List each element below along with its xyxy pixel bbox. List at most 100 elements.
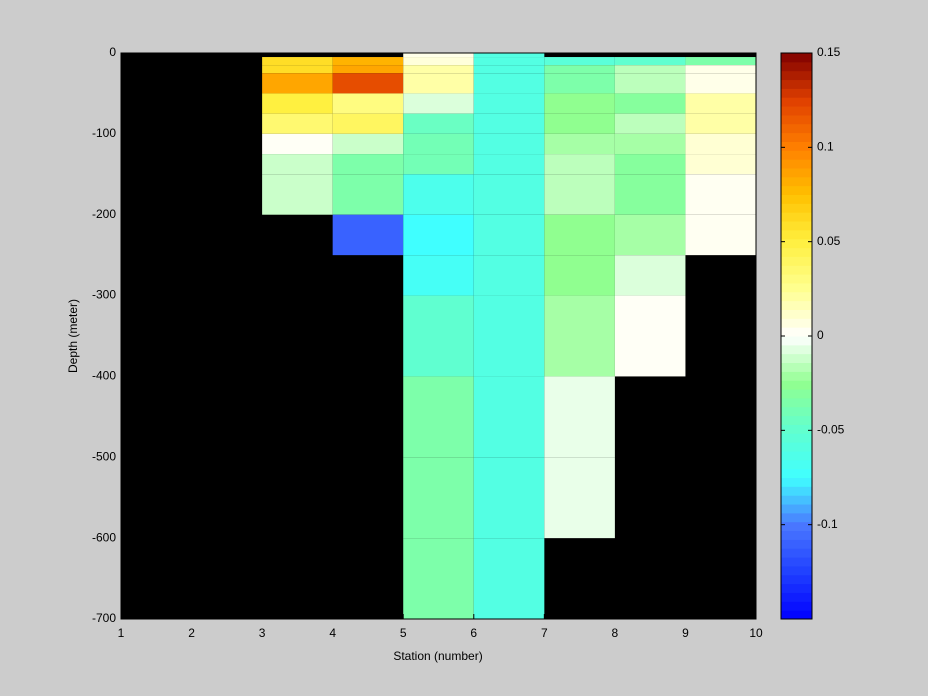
cell [473, 457, 545, 539]
colorbar-step [781, 221, 812, 231]
cell [473, 214, 545, 256]
colorbar-tick-label: -0.1 [817, 517, 838, 531]
x-tick-label: 1 [118, 626, 125, 640]
cell [544, 154, 615, 175]
cell [332, 65, 404, 74]
cell [473, 295, 545, 336]
colorbar-step [781, 371, 812, 381]
cell [332, 113, 404, 134]
cell [473, 73, 545, 94]
cell [544, 65, 615, 74]
colorbar-step [781, 309, 812, 319]
cell [473, 174, 545, 215]
cell [332, 174, 404, 215]
colorbar-step [781, 424, 812, 434]
cell [544, 93, 615, 114]
cell [614, 73, 686, 94]
cell [685, 133, 756, 155]
colorbar-step [781, 539, 812, 549]
cell [473, 133, 545, 155]
cell [614, 65, 686, 74]
cell [403, 154, 474, 175]
cell [614, 255, 686, 296]
colorbar-step [781, 380, 812, 390]
x-axis-label: Station (number) [393, 649, 482, 663]
cell [262, 154, 333, 175]
cell [473, 65, 545, 74]
colorbar-step [781, 53, 812, 63]
colorbar-step [781, 521, 812, 532]
colorbar-step [781, 495, 812, 505]
colorbar-step [781, 97, 812, 107]
colorbar-step [781, 592, 812, 602]
colorbar-step [781, 530, 812, 540]
y-tick-label: -600 [92, 530, 116, 544]
colorbar-step [781, 504, 812, 514]
colorbar-step [781, 212, 812, 222]
colorbar-step [781, 265, 812, 275]
colorbar-step [781, 106, 812, 116]
cell [332, 57, 404, 66]
colorbar-step [781, 300, 812, 310]
colorbar-step [781, 132, 812, 142]
cell [262, 73, 333, 94]
cell [403, 376, 474, 458]
colorbar-step [781, 291, 812, 302]
colorbar-step [781, 159, 812, 169]
colorbar-tick-label: 0.05 [817, 234, 841, 248]
colorbar-step [781, 468, 812, 478]
cell [614, 93, 686, 114]
cell [614, 133, 686, 155]
cell [544, 255, 615, 296]
x-tick-label: 5 [400, 626, 407, 640]
cell [544, 376, 615, 458]
colorbar-step [781, 185, 812, 195]
cell [544, 174, 615, 215]
x-tick-label: 10 [749, 626, 763, 640]
colorbar-step [781, 176, 812, 187]
cell [332, 93, 404, 114]
cell [614, 113, 686, 134]
colorbar-step [781, 79, 812, 89]
cell [403, 113, 474, 134]
colorbar-step [781, 114, 812, 125]
cell [262, 133, 333, 155]
colorbar-step [781, 557, 812, 567]
cell [544, 113, 615, 134]
y-tick-label: -700 [92, 611, 116, 625]
x-tick-label: 6 [470, 626, 477, 640]
colorbar-tick-label: 0.1 [817, 140, 834, 154]
cell [685, 214, 756, 256]
cell [403, 133, 474, 155]
cell [332, 214, 404, 256]
x-tick-label: 4 [329, 626, 336, 640]
cell [403, 93, 474, 114]
cell [614, 214, 686, 256]
colorbar-step [781, 583, 812, 593]
colorbar-step [781, 486, 812, 496]
colorbar-step [781, 88, 812, 98]
cell [544, 73, 615, 94]
cell [403, 336, 474, 377]
cell [685, 73, 756, 94]
cell [685, 57, 756, 66]
colorbar-step [781, 610, 812, 620]
y-tick-label: 0 [109, 45, 116, 59]
colorbar-step [781, 70, 812, 81]
cell [403, 174, 474, 215]
colorbar-step [781, 344, 812, 355]
colorbar-step [781, 442, 812, 452]
colorbar-step [781, 282, 812, 293]
cell [473, 538, 545, 619]
colorbar-step [781, 565, 812, 576]
cell [685, 113, 756, 134]
cell [614, 295, 686, 336]
cell [544, 457, 615, 539]
y-tick-label: -500 [92, 449, 116, 463]
x-tick-label: 7 [541, 626, 548, 640]
cell [544, 295, 615, 336]
colorbar-step [781, 548, 812, 558]
colorbar-step [781, 274, 812, 284]
cell [685, 65, 756, 74]
